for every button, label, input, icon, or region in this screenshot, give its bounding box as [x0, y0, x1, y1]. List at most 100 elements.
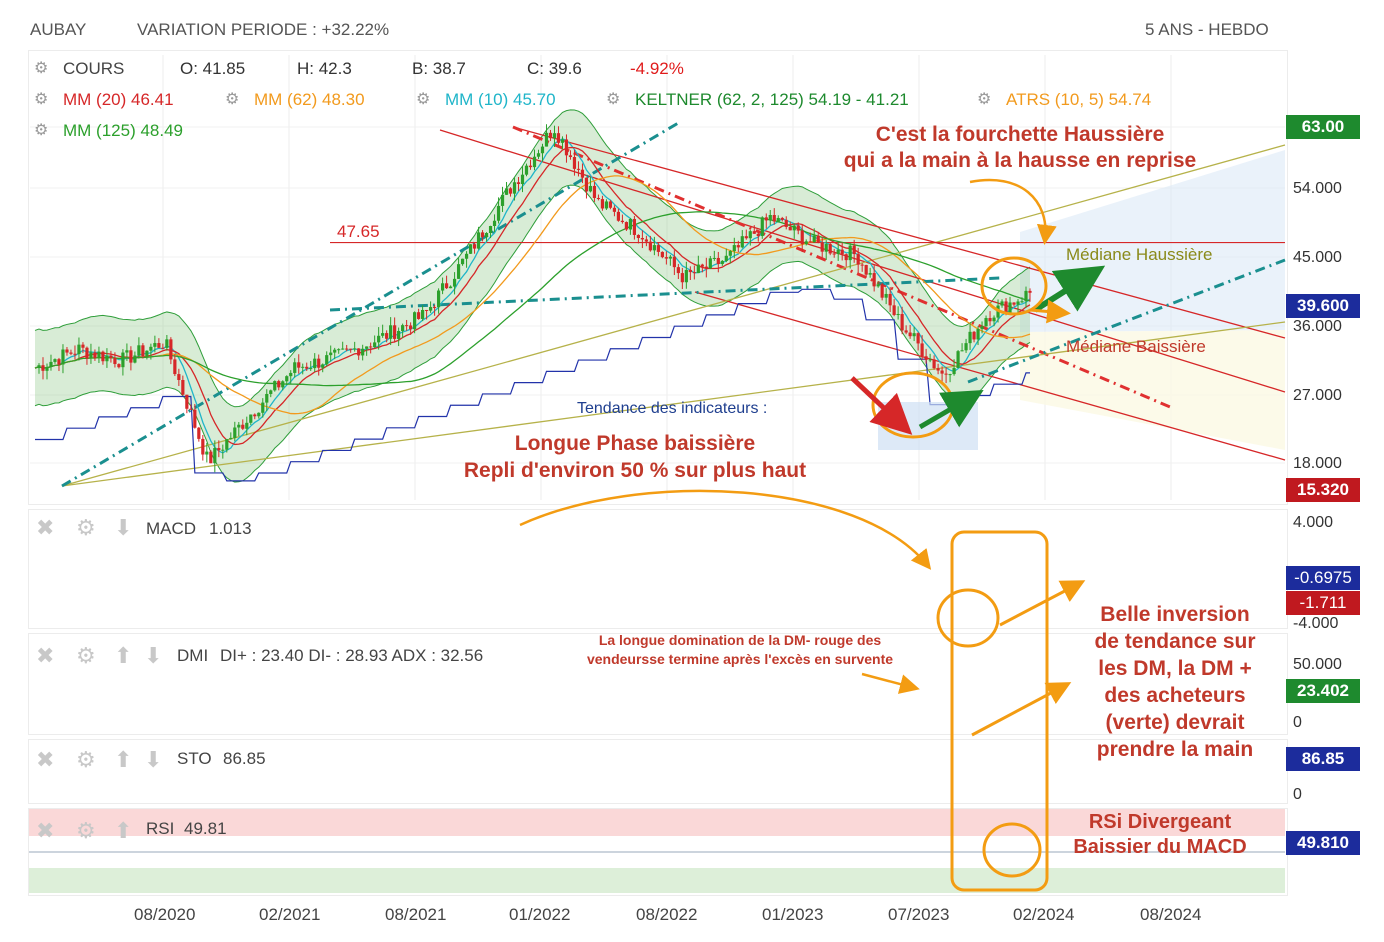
- candle: [432, 307, 437, 309]
- candle: [265, 393, 269, 403]
- candle: [133, 355, 137, 363]
- candle: [149, 346, 153, 351]
- candle: [532, 156, 537, 168]
- candle: [221, 449, 225, 451]
- pitchfork-line: [439, 129, 1286, 393]
- candle: [77, 344, 81, 355]
- candle: [161, 347, 165, 349]
- candle: [241, 424, 245, 429]
- candle: [880, 284, 884, 298]
- resistance-label: 47.65: [337, 222, 380, 241]
- arrow-down-icon[interactable]: ⬇: [144, 747, 163, 772]
- candle: [289, 372, 293, 377]
- candle: [644, 239, 648, 242]
- gear-icon[interactable]: ⚙: [416, 91, 431, 108]
- candle: [456, 264, 461, 279]
- mm20-line: [34, 146, 1031, 446]
- candle: [968, 331, 972, 344]
- candle: [185, 394, 189, 409]
- close-icon[interactable]: ✖: [36, 747, 55, 772]
- legend-cours: COURS: [63, 59, 125, 78]
- gear-icon[interactable]: ⚙: [34, 91, 49, 108]
- legend-mm20: MM (20) 46.41: [63, 90, 174, 109]
- candle: [269, 390, 273, 394]
- candle: [313, 358, 317, 369]
- candle: [109, 355, 113, 358]
- gear-icon[interactable]: ⚙: [76, 818, 96, 843]
- dmi-value: DI+ : 23.40 DI- : 28.93 ADX : 32.56: [220, 646, 484, 665]
- gear-icon[interactable]: ⚙: [606, 91, 621, 108]
- arrow-up-icon[interactable]: ⬆: [114, 747, 133, 772]
- candle: [165, 339, 169, 348]
- candle: [716, 257, 720, 265]
- candle: [293, 362, 297, 373]
- candle: [976, 328, 980, 340]
- candle: [668, 256, 672, 259]
- candle: [237, 424, 241, 428]
- candle: [544, 132, 549, 147]
- candle: [780, 217, 784, 220]
- candle: [928, 359, 932, 361]
- ticker-label: AUBAY: [30, 20, 87, 39]
- candle: [636, 234, 640, 238]
- gear-icon[interactable]: ⚙: [977, 91, 992, 108]
- candle: [349, 348, 353, 350]
- candle: [872, 273, 876, 287]
- close-icon[interactable]: ✖: [36, 818, 55, 843]
- candle: [73, 353, 77, 355]
- arrow-up-icon[interactable]: ⬆: [114, 818, 133, 843]
- price-max-badge: 63.00: [1286, 115, 1360, 139]
- annotation-line: prendre la main: [1096, 738, 1254, 761]
- candle: [421, 309, 425, 319]
- candle: [57, 359, 61, 365]
- pitchfork-line: [61, 144, 1286, 487]
- candle: [345, 348, 349, 350]
- candle: [153, 343, 157, 347]
- candle: [712, 257, 716, 259]
- candle: [920, 343, 924, 357]
- close-icon[interactable]: ✖: [36, 643, 55, 668]
- candle: [317, 358, 321, 368]
- candle: [888, 293, 892, 306]
- candle: [800, 230, 804, 245]
- x-tick: 08/2021: [385, 905, 447, 924]
- candle: [452, 278, 457, 287]
- candle: [696, 264, 700, 274]
- candle: [600, 199, 605, 209]
- gear-icon[interactable]: ⚙: [76, 747, 96, 772]
- candle: [788, 226, 792, 231]
- gear-icon[interactable]: ⚙: [225, 91, 240, 108]
- candle: [500, 194, 505, 206]
- candle: [516, 182, 521, 185]
- x-tick: 07/2023: [888, 905, 950, 924]
- candle: [157, 343, 161, 348]
- gear-icon[interactable]: ⚙: [34, 122, 49, 139]
- candle: [572, 157, 577, 169]
- candle: [225, 439, 229, 450]
- close-icon[interactable]: ✖: [36, 515, 55, 540]
- candle: [117, 364, 121, 368]
- trend-line: [329, 276, 1001, 312]
- candle: [333, 349, 337, 353]
- candle: [848, 245, 852, 261]
- candle: [560, 139, 565, 143]
- candle: [405, 325, 409, 327]
- candle: [460, 258, 465, 265]
- candle: [768, 214, 772, 221]
- period-label[interactable]: 5 ANS - HEBDO: [1145, 20, 1269, 39]
- candle: [936, 368, 940, 371]
- mediane-baissiere-label: Médiane Baissière: [1066, 337, 1206, 356]
- gear-icon[interactable]: ⚙: [34, 60, 49, 77]
- candle: [808, 241, 812, 243]
- arrow-down-icon[interactable]: ⬇: [114, 515, 133, 540]
- arrow-down-icon[interactable]: ⬇: [144, 643, 163, 668]
- candle: [448, 286, 453, 289]
- gear-icon[interactable]: ⚙: [76, 515, 96, 540]
- annotation-line: des acheteurs: [1104, 684, 1246, 707]
- gear-icon[interactable]: ⚙: [76, 643, 96, 668]
- candle: [584, 177, 589, 192]
- candle: [508, 188, 513, 194]
- arrow-up-icon[interactable]: ⬆: [114, 643, 133, 668]
- candle: [413, 312, 417, 330]
